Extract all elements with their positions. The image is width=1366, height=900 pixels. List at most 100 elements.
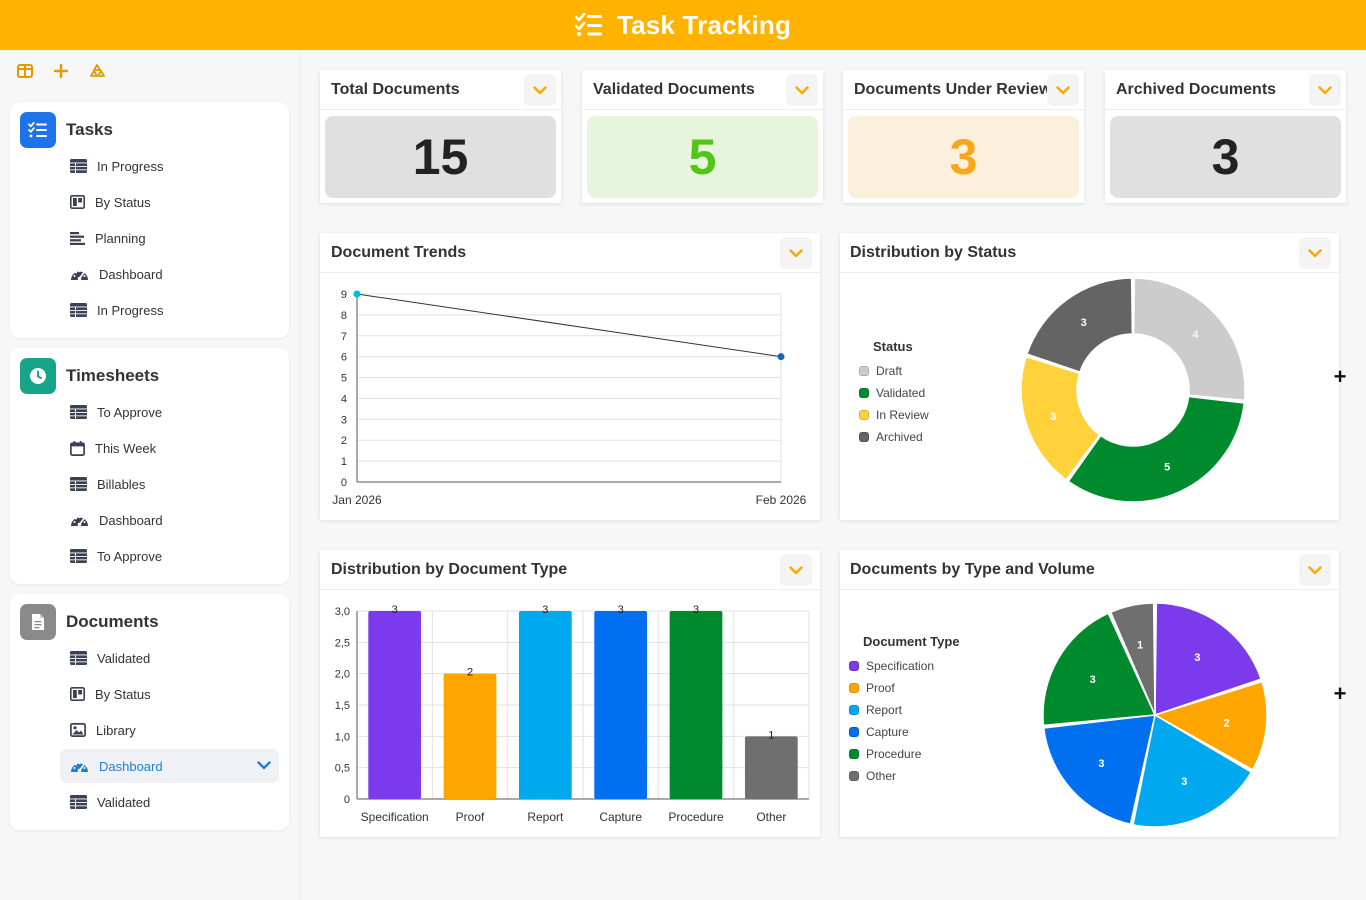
slice[interactable] <box>1042 612 1156 727</box>
sidebar-group-header[interactable]: Timesheets <box>20 358 159 394</box>
legend-swatch <box>859 432 869 442</box>
data-point[interactable] <box>353 290 361 298</box>
data-point[interactable] <box>777 353 785 361</box>
legend-item[interactable]: Procedure <box>849 747 921 761</box>
table-icon <box>70 795 87 809</box>
legend-item[interactable]: Proof <box>849 681 895 695</box>
x-tick-label: Report <box>527 810 564 824</box>
x-tick-label: Specification <box>361 810 429 824</box>
add-icon[interactable]: + <box>1333 681 1347 706</box>
kpi-menu-button[interactable] <box>1309 74 1341 106</box>
kanban-icon <box>70 195 85 209</box>
sidebar-item-to-approve[interactable]: To Approve <box>60 395 279 429</box>
kpi-value: 15 <box>325 116 556 198</box>
sidebar-item-planning[interactable]: Planning <box>60 221 279 255</box>
slice[interactable] <box>1043 714 1156 826</box>
legend-item[interactable]: Report <box>849 703 902 717</box>
plus-icon[interactable] <box>48 60 74 82</box>
kanban-icon <box>70 687 85 701</box>
expand-toggle[interactable] <box>257 758 271 773</box>
gauge-icon <box>70 513 89 528</box>
y-tick-label: 2 <box>341 435 347 447</box>
legend-item[interactable]: Specification <box>849 659 934 673</box>
status-distribution-panel: Distribution by Status Status Draft Valida… <box>840 233 1339 520</box>
sidebar-group-header[interactable]: Tasks <box>20 112 113 148</box>
sidebar-group-title: Timesheets <box>66 366 160 385</box>
slice[interactable] <box>1154 680 1268 771</box>
kpi-label: Archived Documents <box>1105 70 1346 110</box>
app-title: Task Tracking <box>616 9 792 40</box>
legend-item[interactable]: Validated <box>859 386 925 400</box>
legend-item[interactable]: Archived <box>859 430 923 444</box>
bar-value-label: 3 <box>392 604 398 616</box>
legend-item[interactable]: Other <box>849 769 896 783</box>
sidebar-item-label: In Progress <box>97 302 164 318</box>
sidebar-item-dashboard[interactable]: Dashboard <box>60 749 279 783</box>
slice-value-label: 3 <box>1050 411 1056 423</box>
sidebar-group-header[interactable]: Documents <box>20 604 159 640</box>
sidebar-item-label: Dashboard <box>99 266 163 282</box>
document-trends-panel: Document Trends 0 1 2 3 4 5 6 7 8 9 Jan 2026 Feb 20… <box>320 233 820 520</box>
kpi-menu-button[interactable] <box>524 74 556 106</box>
y-tick-label: 4 <box>341 393 347 405</box>
sidebar-item-label: Billables <box>97 476 146 492</box>
bar[interactable] <box>594 611 648 799</box>
panel-menu-button[interactable] <box>780 237 812 269</box>
legend-label: Archived <box>876 430 923 444</box>
panel-title: Documents by Type and Volume <box>840 550 1339 590</box>
table-icon <box>70 159 87 173</box>
recycle-icon[interactable] <box>84 60 110 82</box>
slice-value-label: 3 <box>1090 674 1096 686</box>
sidebar-item-by-status[interactable]: By Status <box>60 185 279 219</box>
sidebar-group-title: Documents <box>66 612 159 631</box>
sidebar-item-in-progress[interactable]: In Progress <box>60 149 279 183</box>
sidebar: Tasks In Progress By Status Planning Dashboa… <box>0 50 300 900</box>
slice[interactable] <box>1020 355 1101 481</box>
add-icon[interactable]: + <box>1333 364 1347 389</box>
slice[interactable] <box>1132 277 1246 402</box>
sidebar-item-billables[interactable]: Billables <box>60 467 279 501</box>
sidebar-item-validated[interactable]: Validated <box>60 641 279 675</box>
slice[interactable] <box>1067 395 1245 503</box>
panel-menu-button[interactable] <box>780 554 812 586</box>
task-list-icon <box>20 112 56 148</box>
panel-menu-button[interactable] <box>1299 554 1331 586</box>
kpi-menu-button[interactable] <box>786 74 818 106</box>
bar[interactable] <box>669 611 723 799</box>
gantt-icon <box>70 231 85 245</box>
legend-item[interactable]: In Review <box>859 408 929 422</box>
bar[interactable] <box>744 736 798 799</box>
sidebar-item-to-approve[interactable]: To Approve <box>60 539 279 573</box>
legend-swatch <box>859 366 869 376</box>
slice[interactable] <box>1132 714 1253 828</box>
x-tick-label: Other <box>756 810 786 824</box>
sidebar-item-dashboard[interactable]: Dashboard <box>60 257 279 291</box>
sidebar-item-label: By Status <box>95 194 151 210</box>
bar[interactable] <box>368 611 422 799</box>
sidebar-item-this-week[interactable]: This Week <box>60 431 279 465</box>
sidebar-item-in-progress[interactable]: In Progress <box>60 293 279 327</box>
layout-icon[interactable] <box>12 60 38 82</box>
slice[interactable] <box>1109 602 1156 716</box>
sidebar-item-dashboard[interactable]: Dashboard <box>60 503 279 537</box>
legend-item[interactable]: Capture <box>849 725 909 739</box>
sidebar-item-by-status[interactable]: By Status <box>60 677 279 711</box>
panel-title: Distribution by Status <box>840 233 1339 273</box>
kpi-card: Total Documents 15 <box>320 70 561 203</box>
panel-menu-button[interactable] <box>1299 237 1331 269</box>
legend-swatch <box>859 388 869 398</box>
legend-title: Status <box>873 339 913 354</box>
bar[interactable] <box>518 611 572 799</box>
legend-item[interactable]: Draft <box>859 364 902 378</box>
slice[interactable] <box>1026 277 1134 373</box>
kpi-value: 3 <box>1110 116 1341 198</box>
sidebar-item-library[interactable]: Library <box>60 713 279 747</box>
slice[interactable] <box>1154 602 1262 716</box>
sidebar-item-label: This Week <box>95 440 157 456</box>
sidebar-item-validated[interactable]: Validated <box>60 785 279 819</box>
y-tick-label: 8 <box>341 310 347 322</box>
bar[interactable] <box>443 673 497 799</box>
app-header: Task Tracking <box>0 0 1366 50</box>
kpi-menu-button[interactable] <box>1047 74 1079 106</box>
chevron-down-icon <box>789 248 803 257</box>
